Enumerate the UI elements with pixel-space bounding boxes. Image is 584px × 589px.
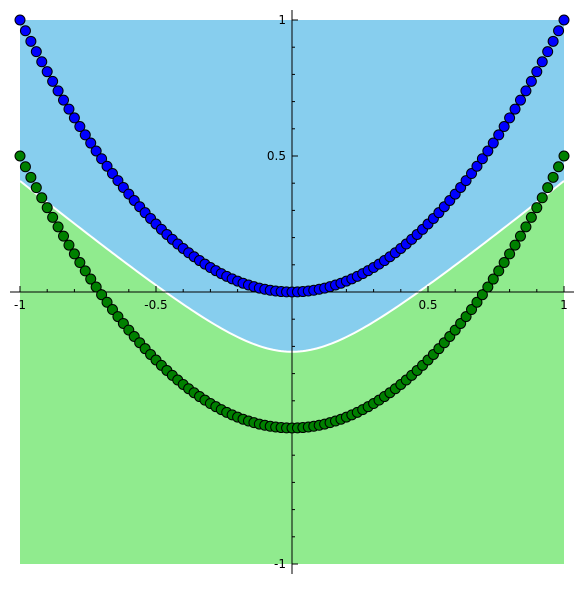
series-0-point — [466, 168, 478, 180]
series-1-point — [58, 230, 70, 242]
series-1-point — [68, 248, 80, 260]
series-0-point — [101, 160, 113, 172]
series-0-point — [558, 14, 570, 26]
series-1-point — [520, 221, 532, 233]
series-1-point — [41, 202, 53, 214]
series-0-point — [525, 75, 537, 87]
series-0-point — [19, 25, 31, 37]
series-1-point — [498, 257, 510, 269]
series-1-point — [509, 239, 521, 251]
series-0-point — [493, 129, 505, 141]
series-1-point — [553, 161, 565, 173]
series-0-point — [520, 85, 532, 97]
labels-layer: -1 -0.5 0.5 1 1 0.5 -1 — [14, 13, 568, 571]
series-1-point — [531, 202, 543, 214]
series-0-point — [547, 35, 559, 47]
series-1-point — [101, 296, 113, 308]
series-1-point — [25, 171, 37, 183]
series-1-point — [90, 281, 102, 293]
series-layer — [14, 14, 570, 434]
series-0-point — [553, 25, 565, 37]
series-1-point — [525, 211, 537, 223]
series-0-point — [30, 46, 42, 58]
series-1-point — [96, 289, 108, 301]
series-1-point — [476, 289, 488, 301]
x-tick-label: 0.5 — [418, 298, 437, 312]
series-1-point — [52, 221, 64, 233]
series-1-point — [471, 296, 483, 308]
series-1-point — [74, 257, 86, 269]
series-0-point — [471, 160, 483, 172]
series-0-point — [74, 121, 86, 133]
series-0-point — [514, 94, 526, 106]
series-0-point — [90, 145, 102, 157]
series-1-point — [482, 281, 494, 293]
series-0-point — [58, 94, 70, 106]
series-1-point — [514, 230, 526, 242]
series-0-point — [79, 129, 91, 141]
series-1-point — [63, 239, 75, 251]
series-0-point — [14, 14, 26, 26]
series-1-point — [79, 265, 91, 277]
series-1-point — [547, 171, 559, 183]
series-0-point — [531, 66, 543, 78]
y-tick-label: 0.5 — [267, 149, 286, 163]
x-tick-label: -0.5 — [144, 298, 167, 312]
x-tick-label: -1 — [14, 298, 26, 312]
series-0-point — [509, 103, 521, 115]
series-1-point — [14, 150, 26, 162]
series-0-point — [52, 85, 64, 97]
series-1-point — [542, 182, 554, 194]
series-0-point — [504, 112, 516, 124]
series-0-point — [498, 121, 510, 133]
series-0-point — [47, 75, 59, 87]
y-tick-label: -1 — [274, 557, 286, 571]
y-tick-label: 1 — [278, 13, 286, 27]
series-1-point — [466, 304, 478, 316]
series-1-point — [504, 248, 516, 260]
series-0-point — [482, 145, 494, 157]
series-0-point — [476, 153, 488, 165]
series-0-point — [536, 56, 548, 68]
series-1-point — [493, 265, 505, 277]
series-1-point — [536, 192, 548, 204]
series-1-point — [487, 273, 499, 285]
series-0-point — [85, 137, 97, 149]
series-0-point — [41, 66, 53, 78]
series-1-point — [85, 273, 97, 285]
series-0-point — [96, 153, 108, 165]
series-1-point — [30, 182, 42, 194]
series-0-point — [25, 35, 37, 47]
series-0-point — [542, 46, 554, 58]
series-1-point — [19, 161, 31, 173]
series-1-point — [47, 211, 59, 223]
x-tick-label: 1 — [560, 298, 568, 312]
series-0-point — [36, 56, 48, 68]
series-1-point — [558, 150, 570, 162]
series-0-point — [63, 103, 75, 115]
series-1-point — [36, 192, 48, 204]
series-0-point — [487, 137, 499, 149]
series-0-point — [68, 112, 80, 124]
